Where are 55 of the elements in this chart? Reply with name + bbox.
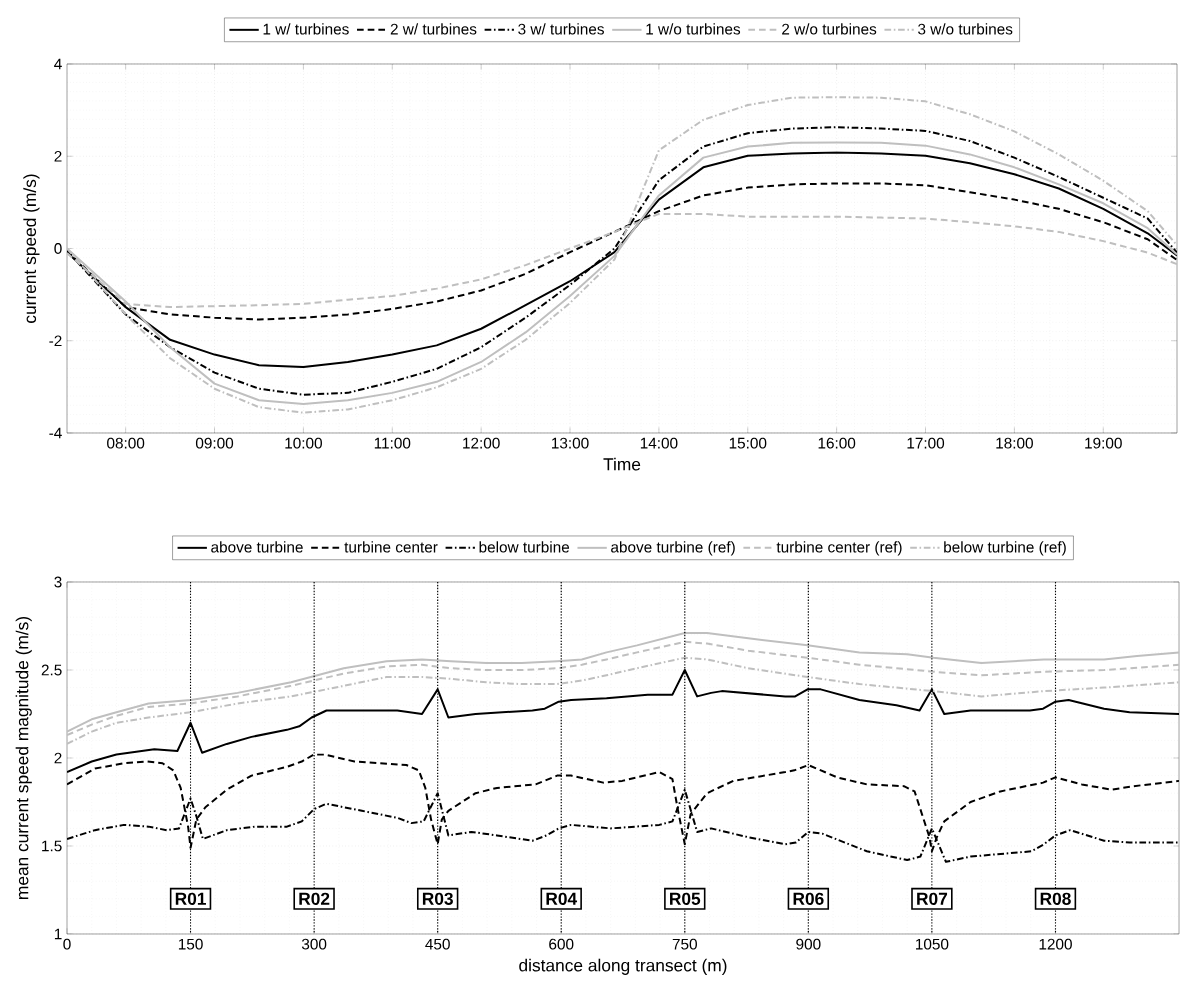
ref-line-label: R05 bbox=[670, 892, 701, 905]
x-tick-label: 12:00 bbox=[463, 437, 500, 449]
legend-label: turbine center (ref) bbox=[776, 541, 902, 556]
x-tick-label: 150 bbox=[178, 938, 203, 950]
y-tick-label: -4 bbox=[49, 427, 62, 439]
y-tick-label: 1.5 bbox=[42, 840, 62, 852]
x-tick-label: 16:00 bbox=[818, 437, 856, 449]
x-tick-label: 08:00 bbox=[107, 437, 145, 449]
x-tick-label: 300 bbox=[301, 938, 327, 950]
x-tick-label: 17:00 bbox=[907, 437, 945, 449]
legend-label: above turbine bbox=[211, 541, 303, 553]
y-tick-label: 3 bbox=[54, 576, 62, 588]
legend-label: below turbine (ref) bbox=[944, 541, 1066, 556]
y-tick-label: 2 bbox=[54, 150, 62, 162]
legend-label: 2 w/o turbines bbox=[782, 23, 877, 35]
x-axis-title: Time bbox=[603, 457, 641, 471]
x-axis-title: distance along transect (m) bbox=[519, 958, 727, 975]
ref-line-label: R02 bbox=[299, 892, 330, 905]
x-tick-label: 900 bbox=[796, 938, 821, 950]
legend-label: below turbine bbox=[479, 541, 570, 553]
legend-label: turbine center bbox=[344, 541, 438, 553]
x-tick-label: 11:00 bbox=[374, 437, 411, 449]
x-tick-label: 10:00 bbox=[285, 437, 322, 449]
legend-label: 2 w/ turbines bbox=[390, 23, 477, 35]
legend-label: 1 w/o turbines bbox=[646, 23, 741, 35]
legend-label: above turbine (ref) bbox=[611, 541, 735, 556]
legend-label: 3 w/ turbines bbox=[518, 23, 604, 35]
x-tick-label: 18:00 bbox=[996, 437, 1033, 449]
y-tick-label: 0 bbox=[54, 243, 62, 254]
ref-line-label: R04 bbox=[546, 892, 578, 905]
x-tick-label: 13:00 bbox=[552, 437, 589, 449]
ref-line-label: R07 bbox=[917, 892, 948, 905]
legend-label: 1 w/ turbines bbox=[263, 23, 349, 35]
y-axis-title: current speed (m/s) bbox=[23, 174, 40, 323]
ref-line-label: R06 bbox=[793, 892, 824, 905]
legend-label: 3 w/o turbines bbox=[918, 23, 1013, 35]
y-tick-label: -2 bbox=[49, 335, 62, 347]
y-tick-label: 4 bbox=[54, 58, 62, 70]
x-tick-label: 0 bbox=[63, 938, 71, 950]
ref-line-label: R01 bbox=[175, 892, 206, 905]
x-tick-label: 750 bbox=[672, 938, 697, 950]
x-tick-label: 450 bbox=[425, 938, 450, 950]
ref-line-label: R03 bbox=[422, 892, 453, 905]
y-tick-label: 1 bbox=[54, 928, 62, 940]
ref-line-label: R08 bbox=[1040, 892, 1071, 905]
x-tick-label: 19:00 bbox=[1085, 437, 1122, 449]
x-tick-label: 600 bbox=[549, 938, 574, 950]
y-axis-title: mean current speed magnitude (m/s) bbox=[15, 617, 32, 899]
x-tick-label: 1050 bbox=[916, 938, 949, 950]
x-tick-label: 1200 bbox=[1039, 938, 1072, 950]
y-tick-label: 2 bbox=[54, 752, 62, 764]
x-tick-label: 15:00 bbox=[729, 437, 767, 449]
x-tick-label: 09:00 bbox=[195, 437, 234, 449]
x-tick-label: 14:00 bbox=[640, 437, 678, 449]
y-tick-label: 2.5 bbox=[41, 664, 62, 676]
